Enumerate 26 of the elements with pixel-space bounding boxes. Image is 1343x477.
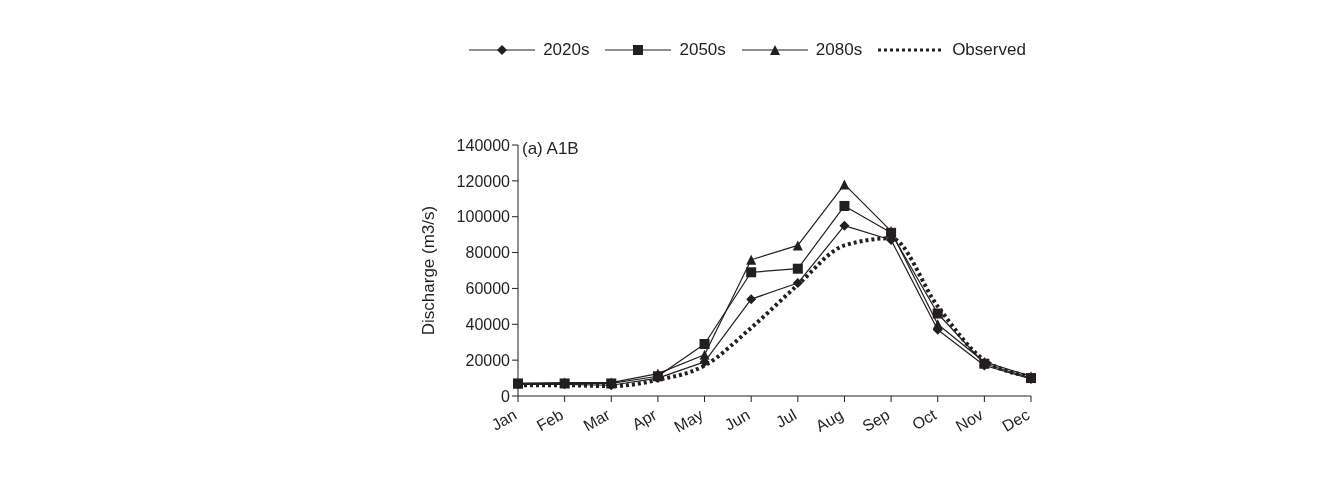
x-tick-label: Nov bbox=[952, 405, 986, 435]
y-tick-label: 20000 bbox=[465, 351, 511, 369]
x-tick-label: Jun bbox=[721, 405, 753, 434]
x-tick-label: Dec bbox=[999, 405, 1033, 435]
x-tick-label: Jul bbox=[773, 405, 800, 431]
y-tick-label: 0 bbox=[501, 387, 511, 405]
x-tick-label: May bbox=[671, 405, 707, 436]
y-tick-label: 120000 bbox=[456, 172, 511, 190]
x-tick-label: Jan bbox=[488, 405, 520, 434]
y-tick-label: 80000 bbox=[465, 244, 511, 262]
legend-label: 2080s bbox=[815, 40, 863, 60]
x-tick-label: Apr bbox=[629, 405, 660, 434]
legend-label: 2050s bbox=[679, 40, 726, 60]
y-tick-label: 140000 bbox=[456, 136, 511, 154]
x-tick-label: Feb bbox=[533, 405, 567, 435]
x-tick-label: Aug bbox=[812, 405, 846, 435]
y-axis-title: Discharge (m3/s) bbox=[419, 205, 439, 336]
x-tick-label: Sep bbox=[859, 405, 893, 435]
y-tick-label: 100000 bbox=[456, 208, 511, 226]
y-tick-label: 60000 bbox=[465, 280, 511, 298]
legend-label: 2020s bbox=[543, 40, 590, 60]
legend-label: Observed bbox=[952, 40, 1026, 60]
y-tick-label: 40000 bbox=[465, 315, 511, 333]
x-tick-label: Oct bbox=[909, 405, 940, 434]
annotation: (a) A1B bbox=[522, 139, 579, 159]
x-tick-label: Mar bbox=[580, 405, 614, 435]
